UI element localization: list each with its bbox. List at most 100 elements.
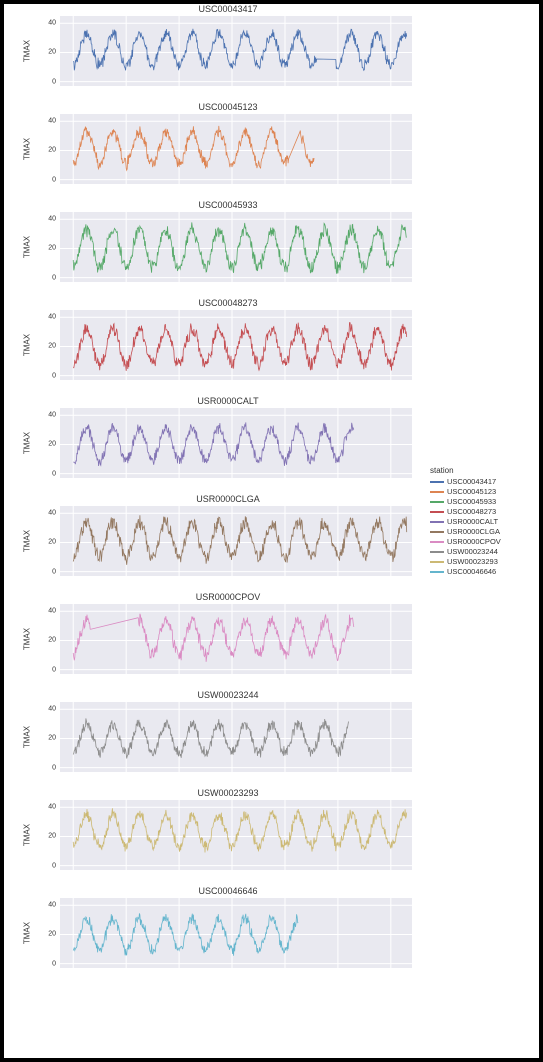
y-axis-ticks: 0 20 40 — [44, 604, 58, 674]
y-axis-ticks: 0 20 40 — [44, 212, 58, 282]
y-tick: 20 — [48, 441, 56, 448]
subplot-title: USC00043417 — [198, 4, 257, 14]
subplot-title: USC00048273 — [198, 298, 257, 308]
y-tick: 20 — [48, 833, 56, 840]
subplot: USC00048273TMAX02040 — [44, 310, 412, 380]
legend-item: USC00045123 — [430, 487, 501, 497]
plot-area — [60, 310, 412, 380]
series-line — [73, 808, 407, 852]
subplot: USR0000CLGATMAX02040 — [44, 506, 412, 576]
y-axis-label: TMAX — [23, 236, 32, 258]
plot-area — [60, 114, 412, 184]
y-tick: 20 — [48, 147, 56, 154]
subplot-title: USR0000CPOV — [196, 592, 261, 602]
y-axis-ticks: 0 20 40 — [44, 702, 58, 772]
y-axis-label: TMAX — [23, 922, 32, 944]
legend-item: USW00023244 — [430, 547, 501, 557]
y-axis-label: TMAX — [23, 824, 32, 846]
y-tick: 40 — [48, 902, 56, 909]
series-line — [73, 29, 407, 71]
line-chart — [60, 408, 412, 478]
legend-swatch — [430, 521, 444, 523]
subplot: USC00045123TMAX02040 — [44, 114, 412, 184]
legend-title: station — [430, 466, 501, 475]
y-tick: 20 — [48, 931, 56, 938]
y-tick: 40 — [48, 608, 56, 615]
subplot-title: USR0000CLGA — [196, 494, 260, 504]
y-tick: 0 — [52, 764, 56, 771]
line-chart — [60, 212, 412, 282]
legend-swatch — [430, 541, 444, 543]
y-tick: 20 — [48, 245, 56, 252]
y-tick: 40 — [48, 804, 56, 811]
series-line — [73, 515, 407, 565]
y-tick: 40 — [48, 216, 56, 223]
legend-label: USR0000CLGA — [447, 527, 500, 537]
legend-item: USR0000CALT — [430, 517, 501, 527]
plot-area — [60, 604, 412, 674]
subplot: USC00045933TMAX02040 — [44, 212, 412, 282]
y-tick: 0 — [52, 470, 56, 477]
y-axis-label: TMAX — [23, 530, 32, 552]
plot-area — [60, 408, 412, 478]
y-tick: 20 — [48, 735, 56, 742]
line-chart — [60, 702, 412, 772]
y-tick: 0 — [52, 176, 56, 183]
legend-label: USR0000CALT — [447, 517, 498, 527]
y-tick: 0 — [52, 862, 56, 869]
legend-label: USC00045933 — [447, 497, 496, 507]
y-axis-label: TMAX — [23, 138, 32, 160]
y-tick: 20 — [48, 539, 56, 546]
line-chart — [60, 898, 412, 968]
legend-swatch — [430, 561, 444, 563]
y-tick: 0 — [52, 568, 56, 575]
plot-area — [60, 16, 412, 86]
line-chart — [60, 506, 412, 576]
legend-item: USC00045933 — [430, 497, 501, 507]
y-tick: 20 — [48, 637, 56, 644]
legend-swatch — [430, 481, 444, 483]
y-axis-label: TMAX — [23, 432, 32, 454]
legend-label: USC00046646 — [447, 567, 496, 577]
subplot-title: USW00023293 — [197, 788, 258, 798]
subplot-title: USC00045123 — [198, 102, 257, 112]
subplot: USR0000CPOVTMAX02040 — [44, 604, 412, 674]
y-tick: 40 — [48, 706, 56, 713]
plot-area — [60, 702, 412, 772]
y-tick: 0 — [52, 372, 56, 379]
line-chart — [60, 310, 412, 380]
subplots-column: USC00043417TMAX02040USC00045123TMAX02040… — [12, 16, 412, 972]
line-chart — [60, 16, 412, 86]
line-chart — [60, 604, 412, 674]
legend-swatch — [430, 531, 444, 533]
y-tick: 20 — [48, 343, 56, 350]
y-axis-ticks: 0 20 40 — [44, 506, 58, 576]
legend-items: USC00043417USC00045123USC00045933 USC0004… — [430, 477, 501, 577]
subplot-title: USC00046646 — [198, 886, 257, 896]
legend-swatch — [430, 511, 444, 513]
y-axis-ticks: 02040 — [44, 408, 58, 478]
line-chart — [60, 800, 412, 870]
legend-label: USW00023293 — [447, 557, 498, 567]
legend-label: USC00045123 — [447, 487, 496, 497]
y-axis-label: TMAX — [23, 628, 32, 650]
legend-item: USW00023293 — [430, 557, 501, 567]
legend-swatch — [430, 571, 444, 573]
legend-label: USR0000CPOV — [447, 537, 501, 547]
plot-area — [60, 800, 412, 870]
y-tick: 40 — [48, 510, 56, 517]
figure-grid: USC00043417 TMAX 0 20 40 USC00045123 TMAX 0 20 40… — [12, 16, 531, 972]
y-axis-ticks: 02040 — [44, 898, 58, 968]
series-line — [73, 126, 314, 170]
plot-area — [60, 212, 412, 282]
subplot-title: USR0000CALT — [197, 396, 258, 406]
subplot: USW00023293TMAX02040 — [44, 800, 412, 870]
legend-item: USC00043417 — [430, 477, 501, 487]
legend: station USC00043417USC00045123USC0004593… — [430, 16, 501, 972]
plot-area — [60, 506, 412, 576]
legend-label: USC00043417 — [447, 477, 496, 487]
plot-area — [60, 898, 412, 968]
y-tick: 0 — [52, 274, 56, 281]
y-tick: 0 — [52, 666, 56, 673]
y-tick: 40 — [48, 20, 56, 27]
